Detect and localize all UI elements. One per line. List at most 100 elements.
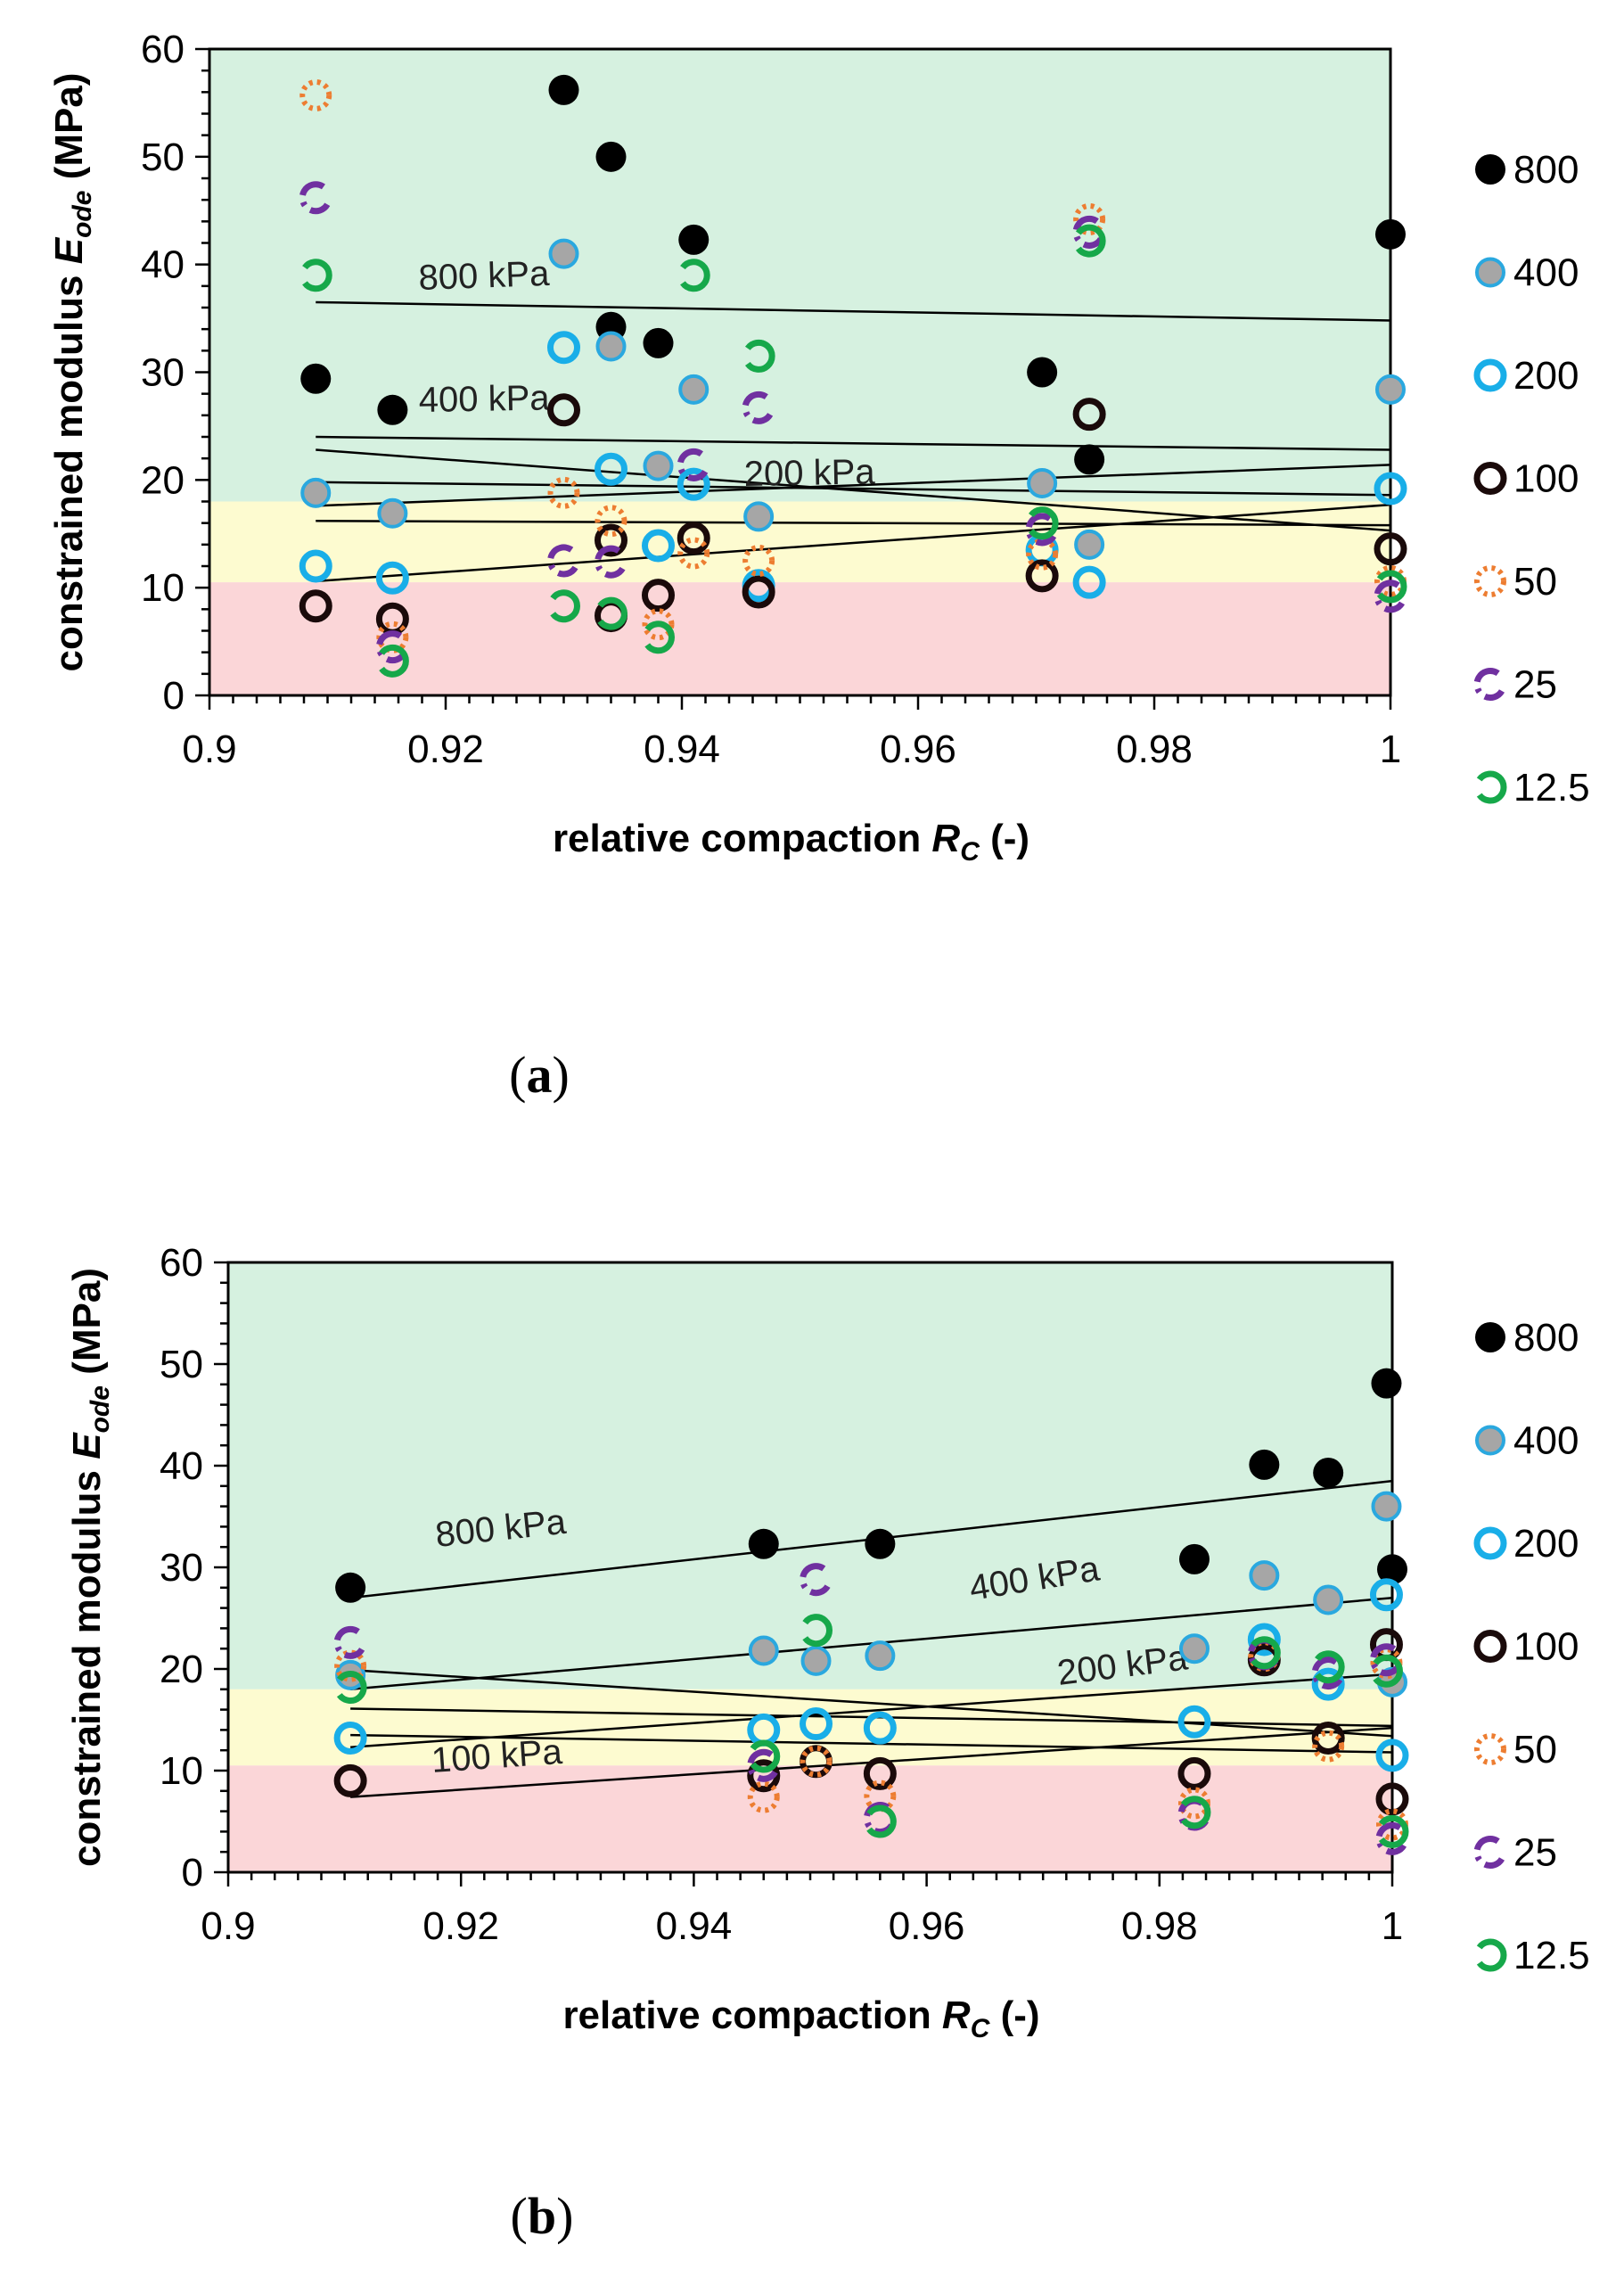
data-point (299, 589, 332, 623)
data-point (747, 1759, 781, 1793)
marker-50 (376, 621, 409, 654)
marker-12-5 (597, 596, 627, 630)
x-tick-label: 0.98 (1116, 727, 1193, 771)
x-axis-label: relative compaction RC (-) (562, 1993, 1039, 2043)
legend-label: 12.5 (1513, 1934, 1590, 1977)
data-point (1376, 570, 1407, 604)
data-point (1074, 444, 1105, 475)
data-point (1026, 538, 1059, 571)
marker-200 (1177, 1705, 1211, 1739)
marker-100 (677, 522, 710, 555)
marker-400 (1027, 467, 1058, 498)
legend-marker (1473, 462, 1507, 495)
x-tick-label: 0.92 (422, 1904, 499, 1948)
series-25 (299, 181, 1407, 664)
marker-400 (643, 450, 674, 481)
data-point (1072, 398, 1106, 432)
marker-200 (677, 467, 710, 501)
marker-25 (747, 1748, 781, 1782)
trendline-label: 100 kPa (431, 1732, 564, 1780)
trendline (316, 435, 1391, 451)
data-point (863, 1711, 897, 1745)
data-point (547, 393, 580, 427)
background-zones (209, 49, 1390, 695)
marker-400 (377, 497, 408, 529)
data-point (677, 467, 710, 501)
marker-200 (1247, 1623, 1281, 1656)
zone-red (209, 582, 1390, 695)
legend-label: 400 (1513, 1419, 1579, 1463)
data-point (1177, 1705, 1211, 1739)
data-point (865, 1528, 896, 1559)
trendline-label: 800 kPa (418, 254, 551, 298)
legend-marker (1473, 358, 1507, 392)
data-point (1371, 1491, 1402, 1522)
data-points (333, 1368, 1409, 1855)
marker-400 (548, 238, 579, 269)
data-point (547, 476, 580, 509)
marker-25 (333, 1625, 367, 1659)
zone-yellow (228, 1689, 1392, 1766)
legend-marker (1473, 1836, 1507, 1869)
data-point (864, 1780, 897, 1813)
data-point (865, 1640, 896, 1672)
marker-12-5 (644, 621, 675, 654)
legend-marker (1475, 257, 1505, 288)
x-tick-label: 0.98 (1121, 1904, 1198, 1948)
marker-50 (547, 476, 580, 509)
data-point (1247, 1623, 1281, 1656)
marker-25 (547, 544, 580, 578)
data-point (595, 523, 627, 557)
legend-label: 400 (1513, 251, 1579, 295)
data-point (748, 1528, 779, 1559)
x-tick-label: 1 (1380, 727, 1401, 771)
data-point (1377, 1554, 1407, 1585)
marker-400 (1475, 257, 1505, 288)
marker-400 (1475, 1425, 1505, 1456)
series-200 (299, 331, 1407, 603)
chart-panel-a: 0 10 20 30 40 50 60 0.9 0.92 0.94 0.96 0.98 1 relativ… (47, 28, 1590, 1104)
panel-label: (a) (509, 1046, 570, 1104)
marker-25 (1025, 513, 1059, 547)
series-12-5 (302, 224, 1407, 678)
marker-200 (1311, 1667, 1345, 1701)
data-point (375, 561, 409, 595)
y-tick-label: 60 (141, 28, 185, 71)
data-point (644, 621, 675, 654)
legend-label: 200 (1513, 1522, 1579, 1566)
trendline (316, 481, 1391, 497)
marker-50 (747, 1780, 780, 1813)
data-point (1373, 1654, 1403, 1688)
data-point (1072, 565, 1106, 599)
data-point (800, 1745, 833, 1778)
data-point (643, 450, 674, 481)
legend-label: 12.5 (1513, 766, 1590, 810)
marker-25 (1473, 668, 1507, 701)
marker-800 (748, 1528, 779, 1559)
marker-100 (299, 589, 332, 623)
zone-green (209, 49, 1390, 502)
marker-800 (1371, 1368, 1402, 1399)
data-point (802, 1614, 833, 1648)
marker-100 (1072, 398, 1106, 432)
data-point (1375, 1739, 1409, 1772)
marker-12-5 (1376, 570, 1407, 604)
data-point (642, 608, 675, 641)
x-tick-label: 0.94 (656, 1904, 733, 1948)
data-point (677, 522, 710, 555)
marker-12-5 (1378, 1814, 1409, 1848)
data-point (748, 1635, 779, 1666)
trendline (350, 1733, 1393, 1754)
marker-100 (1473, 462, 1507, 495)
marker-12-5 (379, 644, 409, 678)
data-point (299, 181, 332, 215)
marker-400 (1313, 1584, 1344, 1615)
trendline (316, 520, 1391, 527)
data-points (299, 74, 1407, 678)
marker-12-5 (1251, 1636, 1281, 1670)
axis-ticks (195, 47, 1392, 710)
marker-50 (1474, 1733, 1506, 1765)
data-point (1027, 467, 1058, 498)
data-point (643, 327, 674, 358)
data-point (299, 549, 332, 583)
